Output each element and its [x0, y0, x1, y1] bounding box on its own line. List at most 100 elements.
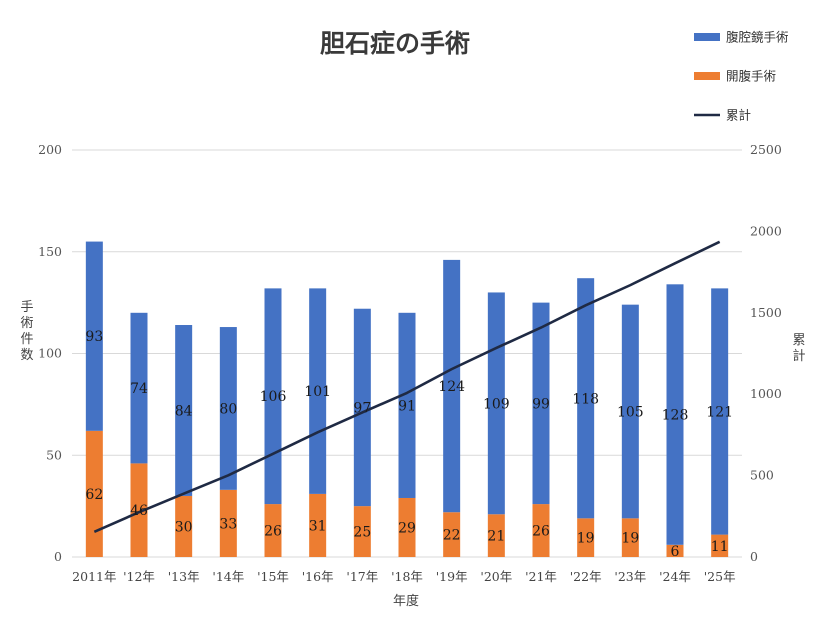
- data-label-open: 6: [671, 544, 680, 560]
- data-label-open: 19: [577, 531, 595, 547]
- y2-tick-label: 500: [750, 468, 774, 483]
- data-label-laparoscopic: 118: [572, 391, 599, 407]
- data-labels: 62 93 46 74 30 84 33 80 26 106 31 101 25 97 29 91 22 124 2…: [85, 329, 733, 560]
- bar-laparoscopic-surgery: [219, 327, 237, 490]
- data-label-open: 33: [219, 516, 237, 532]
- bars: [85, 241, 729, 557]
- x-tick-label: '17年: [346, 569, 378, 584]
- bar-open-surgery: [621, 518, 639, 557]
- legend-label: 累計: [726, 108, 751, 123]
- bar-laparoscopic-surgery: [666, 284, 684, 545]
- data-label-laparoscopic: 99: [532, 396, 550, 412]
- data-label-laparoscopic: 105: [617, 404, 644, 420]
- bar-open-surgery: [487, 514, 505, 557]
- bar-open-surgery: [711, 534, 729, 557]
- bar-open-surgery: [219, 489, 237, 557]
- bar-laparoscopic-surgery: [85, 241, 103, 431]
- x-tick-label: '24年: [659, 569, 691, 584]
- data-label-laparoscopic: 121: [706, 404, 733, 420]
- data-label-laparoscopic: 91: [398, 398, 416, 414]
- y-tick-label: 50: [46, 447, 62, 462]
- data-label-laparoscopic: 101: [304, 384, 331, 400]
- bar-laparoscopic-surgery: [309, 288, 327, 494]
- data-label-open: 19: [621, 531, 639, 547]
- bar-laparoscopic-surgery: [577, 278, 595, 519]
- data-label-open: 29: [398, 520, 416, 536]
- data-label-open: 31: [309, 518, 327, 534]
- data-label-open: 22: [443, 528, 461, 544]
- bar-laparoscopic-surgery: [487, 292, 505, 515]
- data-label-laparoscopic: 97: [353, 400, 371, 416]
- bar-laparoscopic-surgery: [443, 259, 461, 513]
- data-label-open: 26: [264, 524, 282, 540]
- data-label-open: 11: [711, 539, 729, 555]
- y2-axis-ticks: 0 500 1000 1500 2000 2500: [750, 142, 782, 564]
- data-label-open: 62: [85, 487, 103, 503]
- legend-swatch: [694, 33, 720, 41]
- legend-swatch: [694, 72, 720, 80]
- data-label-laparoscopic: 80: [219, 401, 237, 417]
- y2-tick-label: 0: [750, 549, 758, 564]
- bar-open-surgery: [443, 512, 461, 557]
- y2-axis-title: 累計: [792, 333, 805, 364]
- data-label-laparoscopic: 128: [662, 408, 689, 424]
- x-tick-label: '21年: [525, 569, 557, 584]
- bar-open-surgery: [353, 506, 371, 557]
- bar-open-surgery: [85, 430, 103, 557]
- bar-laparoscopic-surgery: [711, 288, 729, 535]
- x-tick-label: '19年: [436, 569, 468, 584]
- data-label-laparoscopic: 109: [483, 396, 510, 412]
- data-label-laparoscopic: 124: [438, 379, 465, 395]
- bar-laparoscopic-surgery: [264, 288, 282, 505]
- y-tick-label: 150: [38, 244, 62, 259]
- chart-title: 胆石症の手術: [320, 29, 470, 58]
- bar-open-surgery: [666, 544, 684, 557]
- bar-laparoscopic-surgery: [621, 304, 639, 519]
- data-label-laparoscopic: 74: [130, 381, 148, 397]
- y-tick-label: 0: [54, 549, 62, 564]
- legend-label: 開腹手術: [726, 69, 776, 84]
- x-axis-ticks: 2011年 '12年 '13年 '14年 '15年 '16年 '17年 '18年 '19年 '20…: [72, 569, 735, 584]
- x-tick-label: '22年: [570, 569, 602, 584]
- cumulative-line: [93, 240, 721, 533]
- data-label-laparoscopic: 93: [85, 329, 103, 345]
- data-label-laparoscopic: 84: [175, 403, 193, 419]
- bar-open-surgery: [309, 493, 327, 557]
- x-tick-label: '15年: [257, 569, 289, 584]
- data-label-open: 25: [353, 525, 371, 541]
- data-label-open: 21: [487, 529, 505, 545]
- y2-tick-label: 1500: [750, 305, 782, 320]
- x-tick-label: '13年: [168, 569, 200, 584]
- x-axis-title: 年度: [393, 593, 419, 609]
- bar-open-surgery: [175, 495, 193, 557]
- y2-tick-label: 2500: [750, 142, 782, 157]
- bar-open-surgery: [577, 518, 595, 557]
- bar-open-surgery: [398, 497, 416, 557]
- legend-label: 腹腔鏡手術: [726, 30, 789, 45]
- x-tick-label: '25年: [704, 569, 736, 584]
- x-tick-label: '16年: [302, 569, 334, 584]
- x-tick-label: 2011年: [72, 569, 116, 584]
- bar-laparoscopic-surgery: [532, 302, 550, 505]
- bar-laparoscopic-surgery: [175, 325, 193, 496]
- bar-laparoscopic-surgery: [398, 312, 416, 498]
- y2-tick-label: 1000: [750, 386, 782, 401]
- y2-tick-label: 2000: [750, 223, 782, 238]
- x-tick-label: '14年: [212, 569, 244, 584]
- bar-laparoscopic-surgery: [353, 308, 371, 507]
- line-cumulative: [93, 240, 721, 533]
- data-label-open: 46: [130, 503, 148, 519]
- x-tick-label: '12年: [123, 569, 155, 584]
- bar-open-surgery: [130, 463, 148, 557]
- data-label-laparoscopic: 106: [260, 389, 287, 405]
- data-label-open: 26: [532, 524, 550, 540]
- x-tick-label: '23年: [614, 569, 646, 584]
- data-label-open: 30: [175, 519, 193, 535]
- y-tick-label: 100: [38, 346, 62, 361]
- y-axis-ticks: 0 50 100 150 200: [38, 142, 62, 564]
- y-tick-label: 200: [38, 142, 62, 157]
- y-axis-title: 手術件数: [20, 300, 33, 363]
- bar-open-surgery: [264, 504, 282, 557]
